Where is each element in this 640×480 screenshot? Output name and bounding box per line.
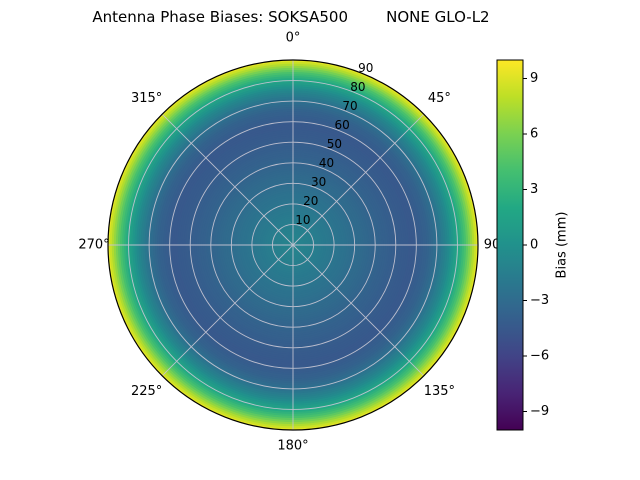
colorbar-tick-label: 3 xyxy=(530,182,538,197)
grid-spoke xyxy=(292,113,425,246)
polar-boundary xyxy=(107,59,479,431)
theta-tick-label: 45° xyxy=(428,91,451,106)
colorbar xyxy=(497,60,523,430)
grid-spoke xyxy=(161,244,294,377)
theta-tick-label: 135° xyxy=(424,384,455,399)
chart-title: Antenna Phase Biases: SOKSA500 NONE GLO-… xyxy=(92,8,490,26)
grid-spoke xyxy=(161,113,294,246)
colorbar-tick-label: −3 xyxy=(530,293,549,308)
colorbar-tick-label: 0 xyxy=(530,238,538,253)
radial-tick-label: 60 xyxy=(335,118,350,132)
polar-grid xyxy=(108,60,478,430)
radial-tick-label: 70 xyxy=(342,99,357,113)
radial-tick-label: 40 xyxy=(319,156,334,170)
radial-tick-label: 10 xyxy=(295,213,310,227)
radial-tick-label: 30 xyxy=(311,175,326,189)
colorbar-tick-label: −9 xyxy=(530,404,549,419)
colorbar-tick-label: 6 xyxy=(530,127,538,142)
colorbar-axis-label: Bias (mm) xyxy=(555,212,570,279)
grid-spoke xyxy=(292,244,425,377)
theta-tick-label: 315° xyxy=(131,91,162,106)
radial-tick-label: 90 xyxy=(358,61,373,75)
radial-tick-label: 80 xyxy=(350,80,365,94)
theta-tick-label: 270° xyxy=(78,238,109,253)
colorbar-tick-label: 9 xyxy=(530,71,538,86)
theta-tick-label: 180° xyxy=(277,439,308,454)
radial-tick-label: 50 xyxy=(327,137,342,151)
colorbar-tick-label: −6 xyxy=(530,349,549,364)
theta-tick-label: 0° xyxy=(286,31,301,46)
radial-tick-label: 20 xyxy=(303,194,318,208)
theta-tick-label: 90 xyxy=(484,238,501,253)
theta-tick-label: 225° xyxy=(131,384,162,399)
